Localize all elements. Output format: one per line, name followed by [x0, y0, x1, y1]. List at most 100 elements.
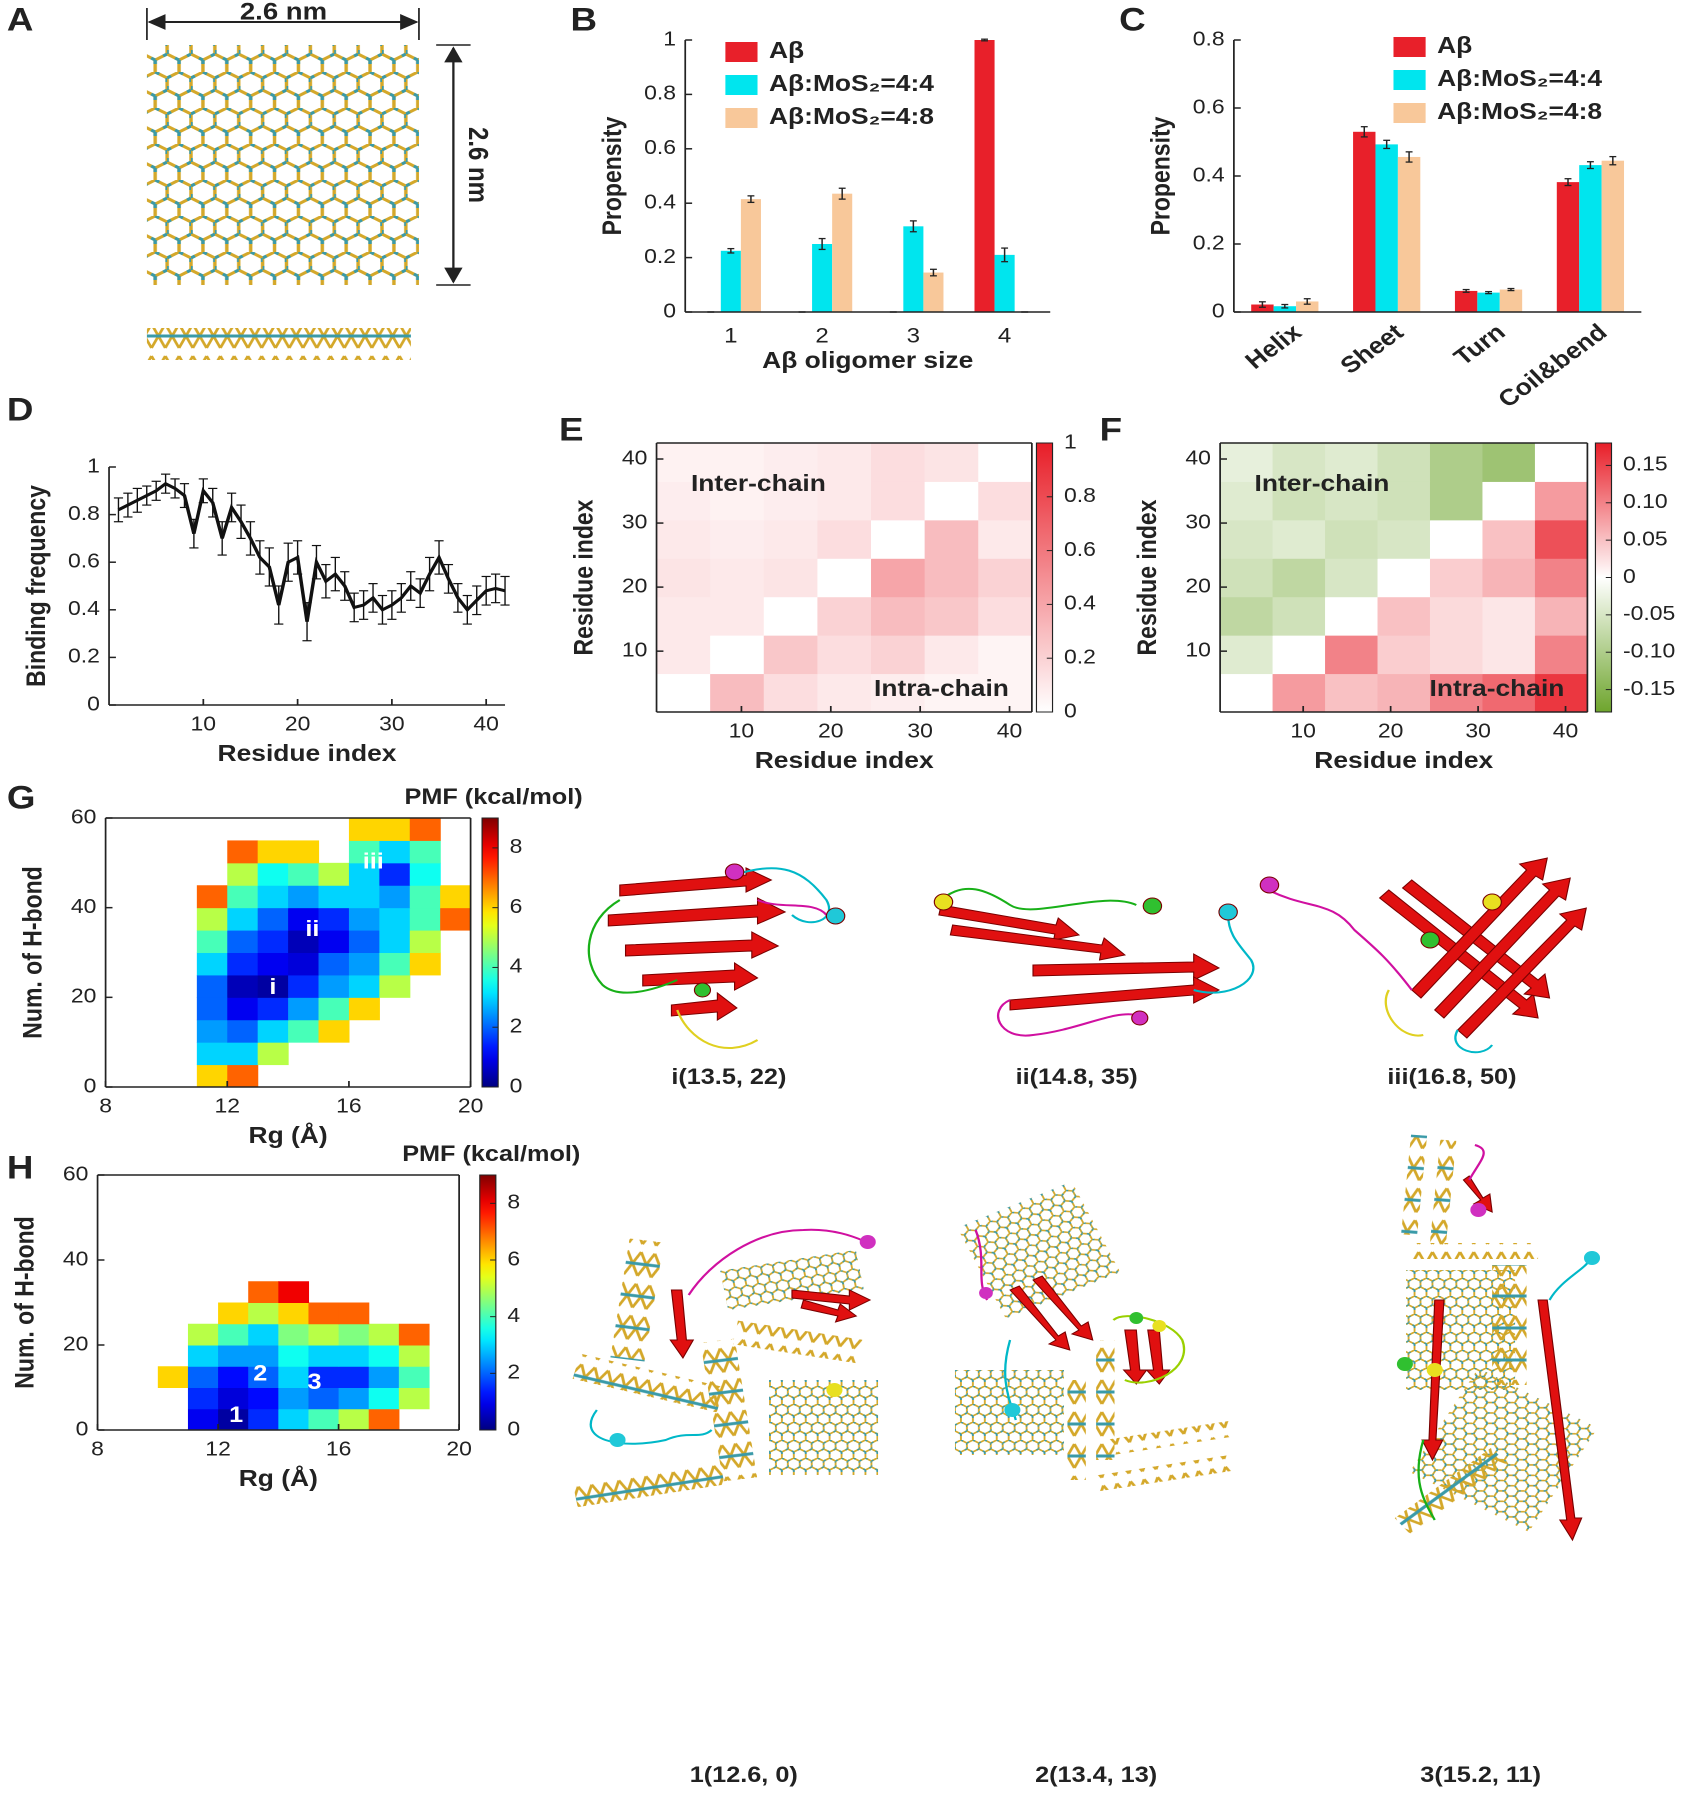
- x-tick-label: 10: [1290, 720, 1316, 742]
- x-tick-label: Coil&bend: [1493, 320, 1613, 413]
- heatmap-cell: [338, 1408, 370, 1431]
- error-bar: [1507, 287, 1515, 292]
- heatmap-cell: [348, 997, 380, 1021]
- heatmap-cell: [1429, 519, 1484, 559]
- heatmap-cell: [196, 1019, 228, 1043]
- heatmap-cell: [318, 907, 350, 931]
- y-tick-label: 0.2: [1193, 232, 1225, 254]
- panel-label: H: [7, 1151, 34, 1186]
- legend-swatch: [725, 108, 758, 128]
- error-bar: [1001, 247, 1009, 263]
- error-bar: [929, 268, 937, 277]
- heatmap-cell: [318, 952, 350, 976]
- point-label: iii: [363, 850, 384, 874]
- point-label: i: [269, 976, 276, 1000]
- bar: [1499, 289, 1523, 312]
- heatmap-cell: [440, 907, 472, 931]
- heatmap-cell: [379, 952, 411, 976]
- heatmap-cell: [196, 885, 228, 909]
- heatmap-cell: [978, 635, 1033, 675]
- y-axis-label: Num. of H-bond: [19, 866, 48, 1038]
- x-tick-label: 16: [336, 1095, 362, 1117]
- colorbar-tick-label: 2: [510, 1015, 523, 1037]
- heatmap-cell: [308, 1387, 340, 1410]
- heatmap-cell: [656, 443, 711, 482]
- x-tick-label: Turn: [1449, 320, 1511, 371]
- heatmap-cell: [278, 1408, 310, 1431]
- heatmap-cell: [924, 443, 979, 482]
- heatmap-cell: [157, 1366, 189, 1388]
- colorbar-tick-label: 0.15: [1623, 453, 1668, 475]
- heatmap-cell: [218, 1302, 249, 1325]
- structure-illustration: [587, 857, 1587, 1054]
- y-tick-label: 0.6: [68, 550, 100, 572]
- heatmap-cell: [379, 974, 411, 998]
- heatmap-cell: [398, 1387, 430, 1410]
- y-axis-label: Residue index: [1134, 499, 1163, 655]
- heatmap-cell: [924, 673, 979, 713]
- heatmap-cell: [348, 818, 380, 841]
- heatmap-cell: [257, 862, 289, 886]
- heatmap-cell: [227, 930, 259, 953]
- bar: [740, 199, 761, 312]
- x-tick-label: 20: [818, 720, 844, 742]
- x-tick-label: 30: [907, 720, 933, 742]
- heatmap-cell: [1482, 596, 1536, 636]
- heatmap-cell: [227, 1042, 259, 1066]
- y-tick-label: 30: [622, 511, 648, 533]
- heatmap-cell: [710, 443, 765, 482]
- heatmap-cell: [871, 558, 926, 598]
- y-tick-label: 1: [663, 28, 676, 50]
- bar: [1296, 301, 1319, 312]
- x-tick-label: 20: [458, 1095, 484, 1117]
- x-tick-label: 8: [99, 1095, 112, 1117]
- bar: [1601, 160, 1625, 312]
- heatmap-cell: [440, 885, 472, 909]
- colorbar-tick-label: 0: [1623, 565, 1636, 587]
- heatmap-cell: [978, 558, 1033, 598]
- heatmap-cell: [227, 1064, 259, 1088]
- heatmap-cell: [257, 974, 289, 998]
- heatmap-cell: [656, 673, 711, 713]
- error-bar: [981, 38, 988, 42]
- heatmap-cell: [288, 930, 320, 953]
- heatmap-cell: [871, 635, 926, 675]
- error-bar: [1281, 303, 1289, 309]
- heatmap-cell: [1325, 519, 1379, 559]
- heatmap-cell: [368, 1387, 400, 1410]
- error-bar: [1360, 126, 1368, 138]
- error-bar: [818, 237, 826, 251]
- x-tick-label: 20: [1378, 720, 1404, 742]
- y-tick-label: 40: [71, 895, 97, 917]
- heatmap-cell: [196, 997, 228, 1021]
- heatmap-cell: [763, 673, 818, 713]
- x-tick-label: 1: [724, 324, 737, 347]
- heatmap-cell: [409, 862, 441, 886]
- colorbar-tick-label: -0.15: [1623, 677, 1675, 699]
- heatmap-cell: [978, 481, 1033, 521]
- heatmap-cell: [409, 885, 441, 909]
- heatmap-cell: [1377, 635, 1431, 675]
- error-bar: [1303, 298, 1311, 305]
- x-tick-label: 40: [473, 713, 499, 735]
- panel-label: B: [570, 3, 597, 38]
- heatmap-cell: [409, 952, 441, 976]
- point-label: 2: [253, 1362, 267, 1386]
- heatmap-cell: [1220, 519, 1274, 559]
- heatmap-cell: [187, 1366, 219, 1388]
- heatmap-cell: [1220, 558, 1274, 598]
- colorbar-tick-label: 0.6: [1064, 538, 1096, 560]
- y-tick-label: 0: [1212, 300, 1225, 322]
- heatmap-cell: [318, 930, 350, 953]
- heatmap-cell: [368, 1345, 400, 1367]
- heatmap-cell: [817, 519, 872, 559]
- y-tick-label: 0.2: [644, 245, 676, 267]
- structure-caption: 3(15.2, 11): [1420, 1763, 1541, 1787]
- x-tick-label: 12: [205, 1438, 231, 1460]
- error-bar: [747, 195, 755, 204]
- heatmap-cell: [1482, 443, 1536, 482]
- x-axis-label: Residue index: [218, 742, 397, 767]
- heatmap-cell: [348, 885, 380, 909]
- heatmap-cell: [817, 443, 872, 482]
- heatmap-cell: [1534, 481, 1588, 521]
